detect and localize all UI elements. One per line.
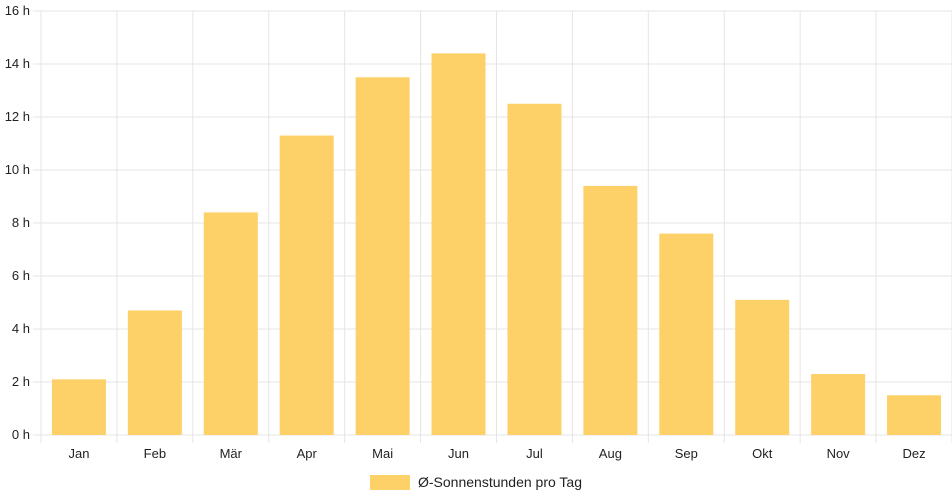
y-tick-label: 14 h [5, 56, 30, 71]
bar-mai[interactable] [355, 77, 410, 435]
x-tick-label: Dez [902, 446, 925, 461]
bar-feb[interactable] [127, 310, 182, 435]
bar-okt[interactable] [735, 299, 790, 435]
y-tick-label: 12 h [5, 109, 30, 124]
x-tick-label: Feb [144, 446, 166, 461]
bar-jan[interactable] [51, 379, 106, 435]
y-tick-label: 10 h [5, 162, 30, 177]
bar-jun[interactable] [431, 53, 486, 436]
legend-label: Ø-Sonnenstunden pro Tag [418, 474, 582, 490]
legend-swatch [370, 475, 410, 490]
x-tick-label: Sep [675, 446, 698, 461]
bar-jul[interactable] [507, 103, 562, 435]
x-tick-label: Aug [599, 446, 622, 461]
x-tick-label: Jan [68, 446, 89, 461]
bar-mär[interactable] [203, 212, 258, 435]
y-tick-label: 0 h [12, 427, 30, 442]
y-tick-label: 6 h [12, 268, 30, 283]
x-tick-label: Nov [827, 446, 851, 461]
x-tick-label: Jul [526, 446, 543, 461]
legend[interactable]: Ø-Sonnenstunden pro Tag [370, 474, 582, 490]
x-tick-label: Mär [220, 446, 243, 461]
bar-nov[interactable] [811, 374, 866, 435]
bar-sep[interactable] [659, 233, 714, 435]
x-tick-label: Jun [448, 446, 469, 461]
bar-apr[interactable] [279, 135, 334, 436]
bar-series [51, 53, 942, 436]
y-tick-label: 8 h [12, 215, 30, 230]
y-tick-label: 4 h [12, 321, 30, 336]
x-tick-label: Apr [297, 446, 318, 461]
y-tick-label: 2 h [12, 374, 30, 389]
x-tick-label: Mai [372, 446, 393, 461]
y-tick-label: 16 h [5, 3, 30, 18]
x-axis-ticks: Jan Feb Mär Apr Mai Jun Jul Aug Sep Okt Nov Dez [68, 446, 925, 461]
bar-aug[interactable] [583, 185, 638, 435]
x-tick-label: Okt [752, 446, 773, 461]
bar-dez[interactable] [887, 395, 942, 435]
y-axis-ticks: 0 h 2 h 4 h 6 h 8 h 10 h 12 h 14 h 16 h [5, 3, 30, 442]
grid-lines [33, 10, 952, 443]
